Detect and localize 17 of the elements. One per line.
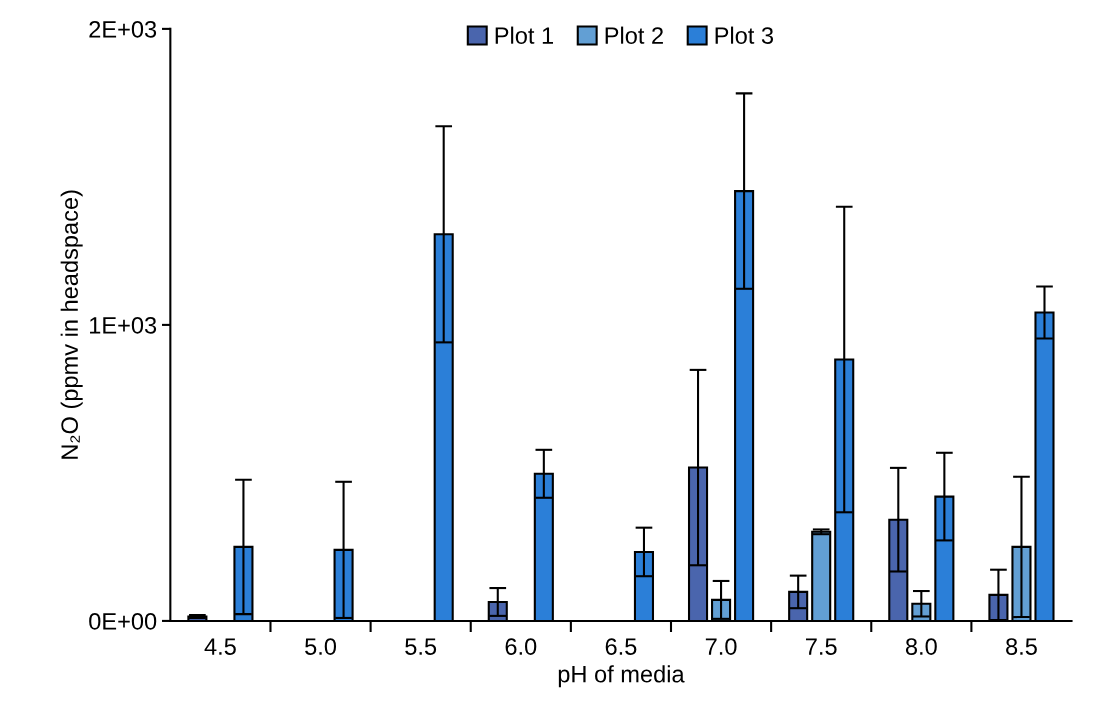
y-axis-title: N₂O (ppmv in headspace): [60, 190, 83, 459]
y-tick-label: 1E+03: [90, 316, 157, 334]
legend-label: Plot 2: [605, 26, 663, 44]
x-tick-label: 7.5: [806, 638, 837, 655]
x-axis-title: pH of media: [558, 665, 685, 688]
x-tick-label: 6.5: [605, 638, 637, 655]
x-tick-label: 8.5: [1006, 638, 1037, 655]
legend-label: Plot 3: [715, 26, 774, 44]
x-tick-label: 8.0: [905, 638, 937, 655]
x-tick-label: 6.0: [505, 638, 537, 655]
x-tick-label: 4.5: [204, 638, 236, 655]
x-tick-label: 5.0: [305, 638, 337, 655]
y-tick-label: 0E+00: [89, 612, 157, 630]
x-tick-label: 7.0: [705, 638, 737, 655]
legend-label: Plot 1: [495, 26, 553, 44]
x-tick-label: 5.5: [405, 638, 437, 655]
y-tick-label: 2E+03: [89, 20, 157, 38]
